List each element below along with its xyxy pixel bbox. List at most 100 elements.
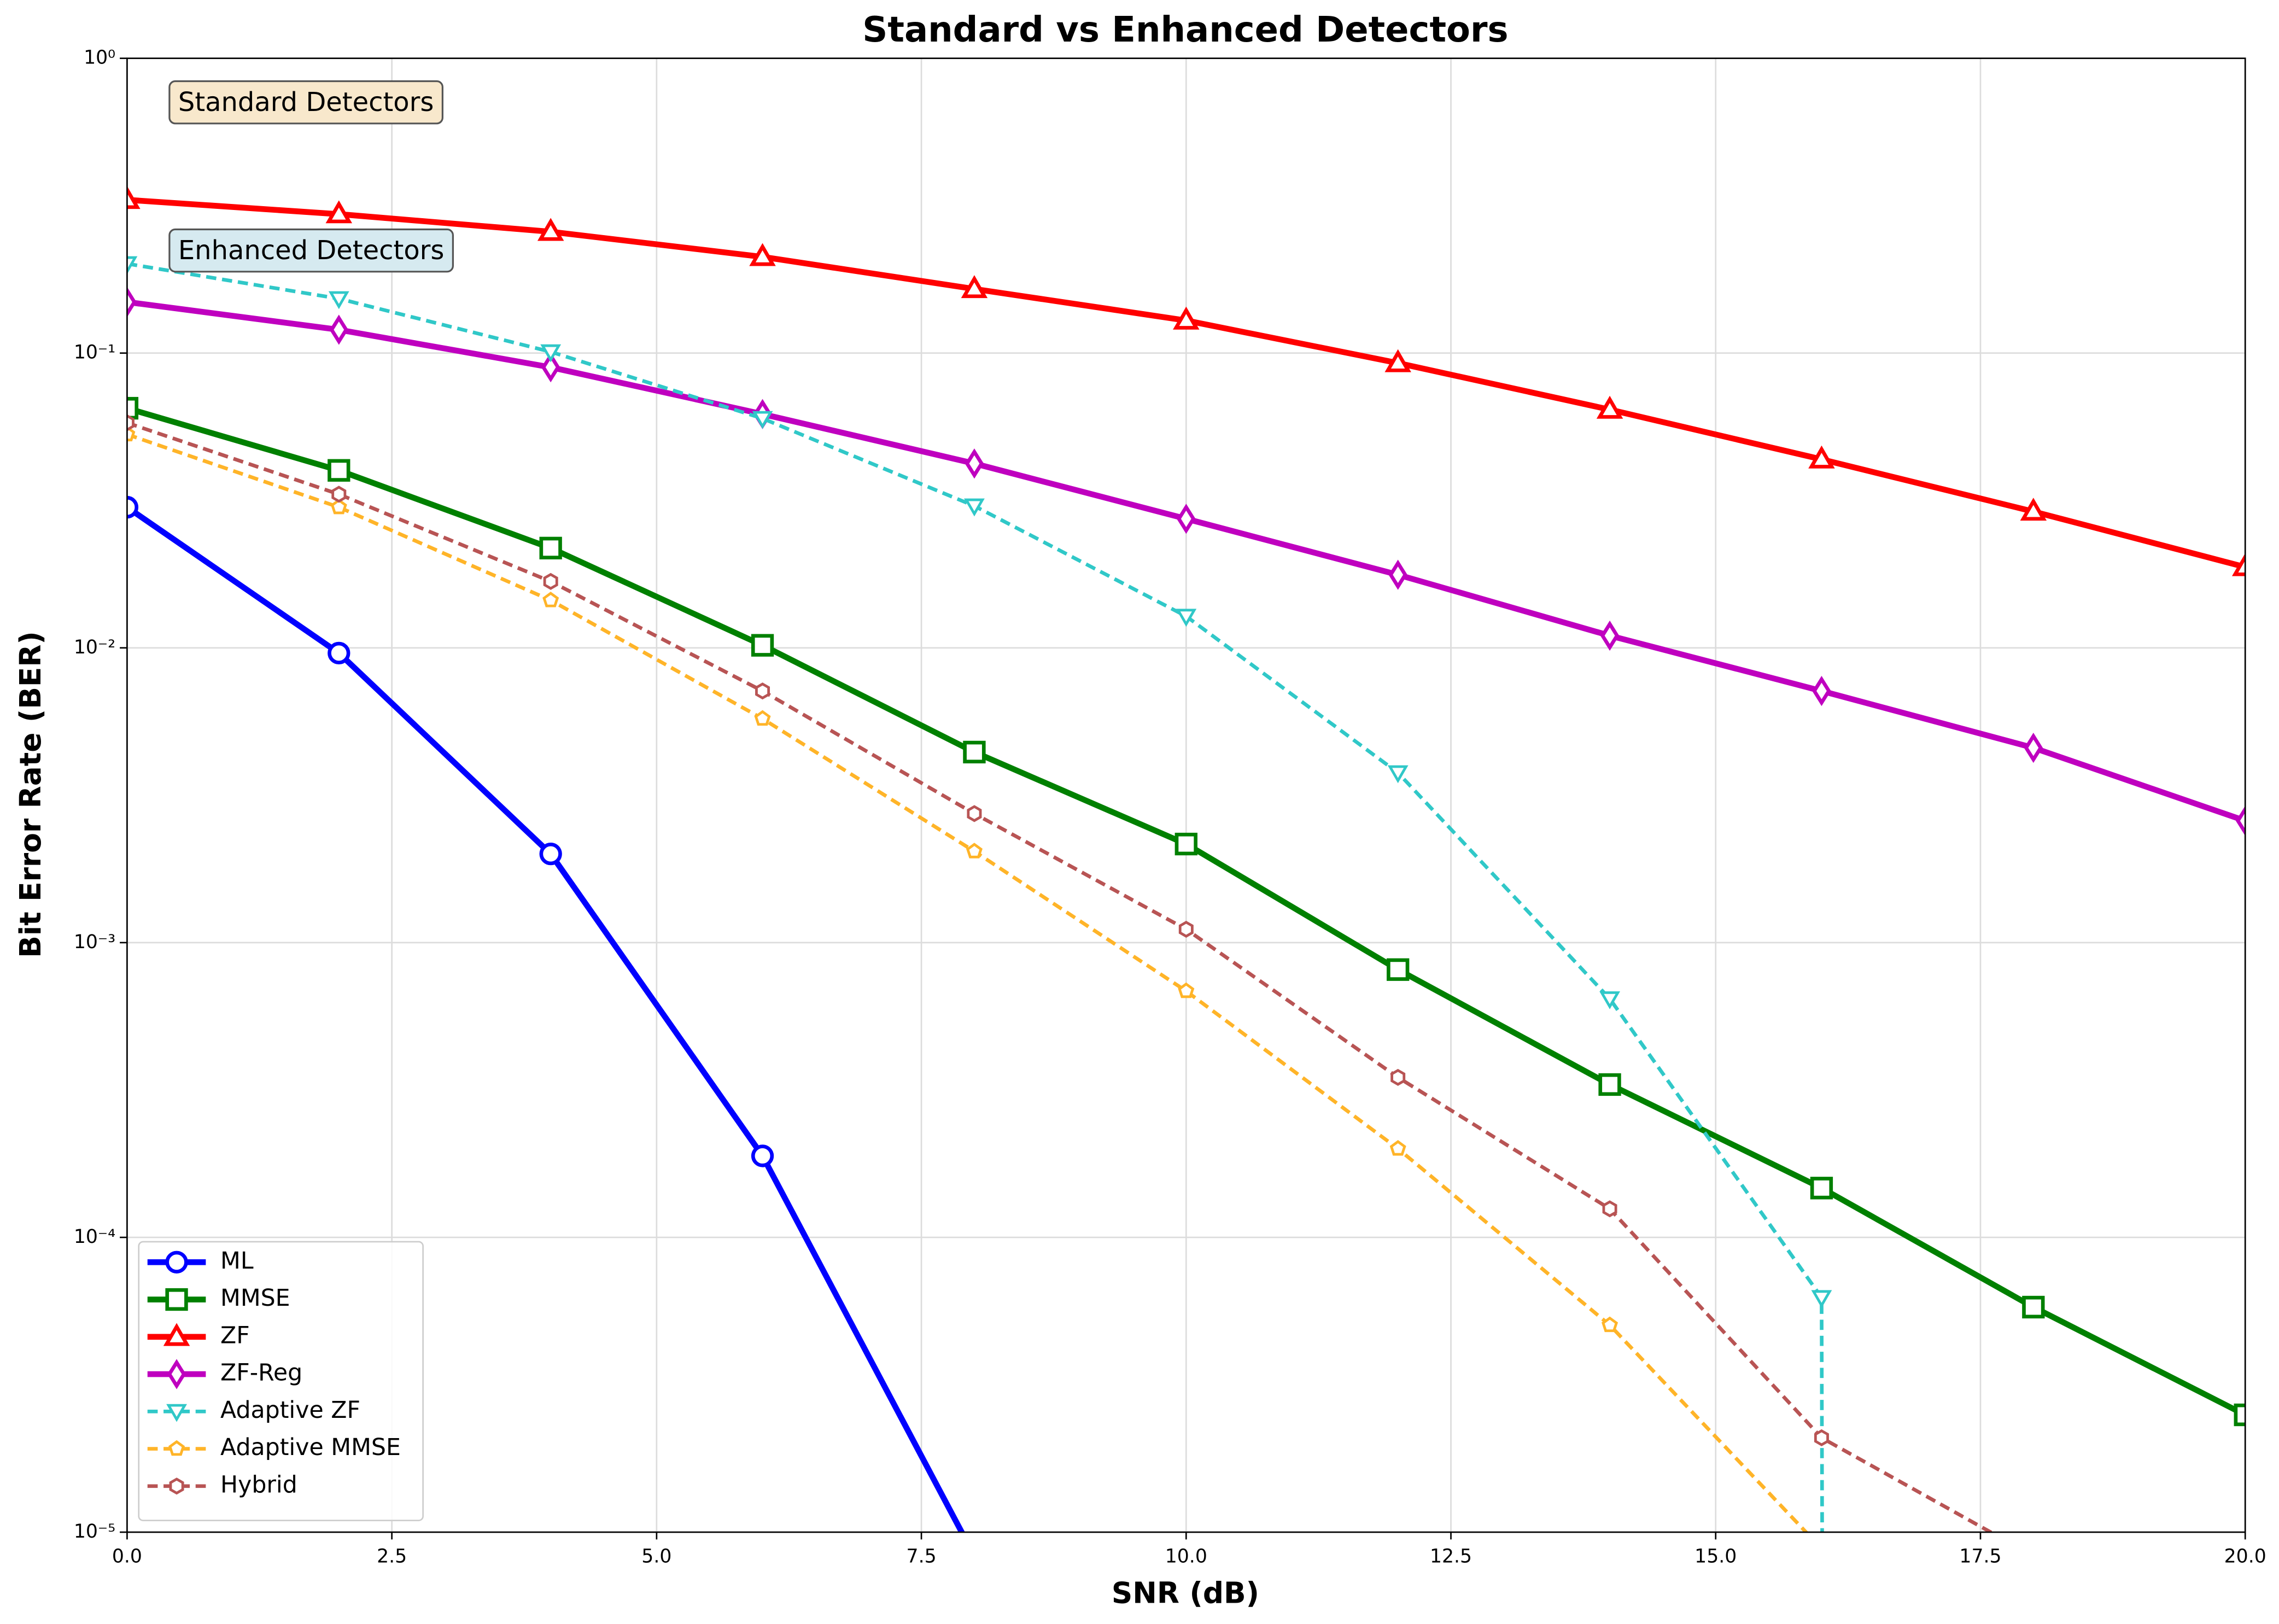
marker xyxy=(964,498,985,517)
marker xyxy=(967,805,982,822)
marker xyxy=(541,352,560,383)
marker xyxy=(2235,805,2246,836)
y-tick-label: 10⁰ xyxy=(84,47,115,69)
marker xyxy=(167,1359,186,1389)
x-tick-label: 10.0 xyxy=(1165,1545,1207,1567)
marker xyxy=(537,218,564,241)
y-tick-label: 10⁻¹ xyxy=(74,342,115,364)
marker xyxy=(328,641,350,665)
marker xyxy=(127,256,138,274)
marker xyxy=(127,186,141,209)
x-tick-label: 5.0 xyxy=(641,1545,671,1567)
marker xyxy=(328,291,349,309)
annotation: Standard Detectors xyxy=(178,87,434,118)
x-tick-label: 17.5 xyxy=(1959,1545,2001,1567)
chart-title: Standard vs Enhanced Detectors xyxy=(862,10,1508,50)
marker xyxy=(2024,733,2043,763)
marker xyxy=(165,1251,188,1274)
marker xyxy=(1174,832,1197,856)
marker xyxy=(2231,553,2246,576)
marker xyxy=(169,1477,184,1495)
legend: ML MMSE ZF ZF-Reg Adaptive ZF Adaptive MMSE Hy… xyxy=(138,1241,424,1522)
marker xyxy=(127,495,139,519)
legend-label: Adaptive ZF xyxy=(220,1397,360,1424)
marker xyxy=(966,843,983,858)
marker xyxy=(1596,395,1623,419)
marker xyxy=(539,536,562,560)
marker xyxy=(543,573,558,590)
marker xyxy=(1387,958,1410,981)
marker xyxy=(961,275,988,299)
marker xyxy=(1173,306,1200,330)
marker xyxy=(1602,1200,1617,1218)
marker xyxy=(1384,349,1411,372)
x-tick-label: 15.0 xyxy=(1694,1545,1737,1567)
marker xyxy=(749,243,776,266)
marker xyxy=(1389,1140,1406,1156)
x-tick-label: 20.0 xyxy=(2224,1545,2266,1567)
marker xyxy=(1177,504,1196,534)
marker xyxy=(127,396,139,420)
legend-label: ZF-Reg xyxy=(220,1359,302,1387)
marker xyxy=(752,411,773,429)
marker xyxy=(751,634,774,657)
legend-label: Adaptive MMSE xyxy=(220,1434,401,1461)
axes: 0.0 2.5 5.0 7.5 10.0 12.5 15.0 17.5 20.0 10⁻⁵ 10⁻⁴… xyxy=(74,47,2266,1568)
marker xyxy=(127,425,136,442)
marker xyxy=(163,1323,190,1346)
marker xyxy=(754,710,771,726)
y-tick-label: 10⁻⁴ xyxy=(74,1226,115,1248)
legend-label: Hybrid xyxy=(220,1471,297,1498)
x-tick-label: 0.0 xyxy=(112,1545,142,1567)
legend-label: ZF xyxy=(220,1322,250,1349)
marker xyxy=(166,1404,187,1422)
marker xyxy=(1178,920,1194,938)
marker xyxy=(325,200,353,224)
marker xyxy=(328,459,350,482)
marker xyxy=(165,1288,188,1311)
y-tick-label: 10⁻⁵ xyxy=(74,1521,115,1543)
marker xyxy=(329,314,349,345)
legend-label: MMSE xyxy=(220,1284,290,1312)
annotation: Enhanced Detectors xyxy=(178,235,445,266)
marker xyxy=(539,842,562,866)
marker xyxy=(542,592,559,607)
marker xyxy=(963,740,986,764)
marker xyxy=(1176,609,1197,627)
marker xyxy=(1600,620,1620,651)
marker xyxy=(330,498,347,515)
plot-data xyxy=(127,186,2246,1533)
x-tick-label: 12.5 xyxy=(1430,1545,1472,1567)
marker xyxy=(1598,1073,1621,1096)
x-axis-label: SNR (dB) xyxy=(1112,1576,1259,1610)
marker xyxy=(168,1440,185,1456)
marker xyxy=(1599,991,1620,1009)
marker xyxy=(127,414,135,431)
marker xyxy=(751,1144,774,1167)
marker xyxy=(2022,1295,2045,1319)
marker xyxy=(1178,982,1195,998)
marker xyxy=(1814,1429,1829,1447)
y-tick-label: 10⁻³ xyxy=(74,931,115,953)
marker xyxy=(127,287,137,317)
marker xyxy=(1810,1177,1833,1200)
x-tick-label: 7.5 xyxy=(907,1545,937,1567)
annotation-box xyxy=(168,80,443,125)
marker xyxy=(540,344,562,363)
marker xyxy=(755,682,770,700)
y-tick-label: 10⁻² xyxy=(74,636,115,658)
marker xyxy=(1808,445,1835,469)
marker xyxy=(1387,765,1409,784)
y-axis-label: Bit Error Rate (BER) xyxy=(14,631,48,958)
marker xyxy=(965,448,984,479)
series-line xyxy=(127,421,1995,1533)
marker xyxy=(1602,1316,1618,1333)
x-tick-label: 2.5 xyxy=(377,1545,407,1567)
marker xyxy=(1812,676,1831,706)
legend-box xyxy=(138,1241,424,1522)
marker xyxy=(1390,1068,1406,1086)
marker xyxy=(331,486,347,503)
marker xyxy=(2020,498,2047,521)
